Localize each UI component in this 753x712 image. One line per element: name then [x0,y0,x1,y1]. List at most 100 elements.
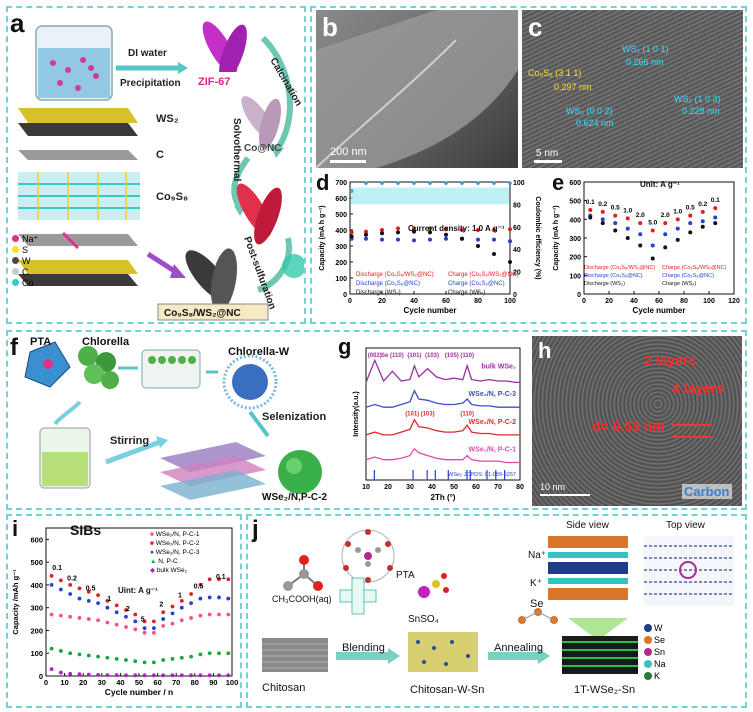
panel-a-legend: Na⁺ S W C Co [12,234,38,289]
rate-label: 5 [141,616,145,623]
top-view-lattice [644,536,734,606]
panel-g-label: g [338,334,352,359]
ann-co9s8-311-val: 0.297 nm [554,82,592,92]
x-tick-label: 0 [348,298,352,305]
x-tick-label: 50 [135,678,143,687]
panel-c-hrtem-image: c WS₂ (1 0 1) 0.266 nm Co₉S₈ (3 1 1) 0.2… [522,10,743,168]
series-label-1: WSe₂/N, P-C-3 [469,391,517,398]
y2-tick-label: 100 [513,180,525,187]
data-point-1 [217,577,221,582]
y2-tick-label: 0 [513,292,517,299]
panel-j-label: j [252,516,259,543]
data-point-0 [142,630,147,635]
panel-b-scale: 200 nm [330,146,367,158]
data-point-0 [444,227,448,232]
x-tick-label: 80 [474,298,482,305]
di-water-text: DI water [128,48,167,59]
y-tick-label: 200 [569,255,581,262]
selenization-text: Selenization [262,411,326,423]
data-point-2 [380,231,384,236]
data-point-2 [124,614,128,619]
y-tick-label: 0 [343,292,347,299]
rate-label: 0.1 [52,565,62,572]
beaker-icon [35,25,113,101]
data-point-0 [189,616,193,620]
panel-e-legend: Discharge (Co₉S₈/WS₂@NC) Charge (Co₉S₈/W… [584,264,740,288]
data-point-2 [96,601,100,606]
rate-label: 5.0 [648,220,657,227]
panel-i-chart: 0 10 20 30 40 50 60 70 80 90 100 0 100 200 300 400 500 60… [11,527,238,697]
legend-d-3: Charge (Co₉S₈/WS₂@NC) [448,272,519,278]
product-block [562,636,638,674]
panel-a-schematic: DI water Precipitation ZIF-67 Calcinatio… [18,21,304,321]
legend-item-co: Co [12,278,38,289]
y-tick-label: 300 [30,604,43,613]
panel-c-label: c [528,12,543,42]
chlorella-w-label: Chlorella-W [228,346,290,358]
chlorella-label: Chlorella [82,336,130,348]
data-point-0 [688,213,693,218]
legend-j-w: W [654,623,663,633]
data-point-0 [217,612,221,617]
stirring-text: Stirring [110,435,149,447]
x-axis-label: Cycle number / n [105,687,174,697]
data-point-0 [151,630,156,635]
data-point-0 [700,209,705,214]
y-tick-label: 200 [335,260,347,267]
panel-i-label: i [12,516,19,541]
y-axis-label: Capacity /mAh g⁻¹ [11,569,20,635]
plus-icon [339,577,377,615]
x-axis-label: Cycle number [633,306,686,315]
legend-j-sn: Sn [654,647,666,657]
data-point-3 [77,652,82,657]
data-point-2 [198,596,203,601]
data-point-1 [151,619,156,624]
data-point-0 [380,228,384,232]
data-point-2 [600,221,605,226]
data-point-2 [86,598,91,603]
data-point-2 [675,237,680,242]
y-tick-label: 300 [569,236,581,243]
ws2-layer-top [18,108,138,136]
legend-i-2: ● WSe₂/N, P-C-3 [150,549,200,556]
x-tick-label: 40 [630,298,638,305]
data-point-4 [226,673,231,678]
x-tick-label: 0 [582,298,586,305]
y-tick-label: 600 [30,535,43,544]
data-point-4 [58,670,63,675]
data-point-4 [170,673,175,678]
snso4-label: SnSO₄ [408,614,439,625]
panel-c-scale: 5 nm [536,148,559,159]
data-point-1 [133,612,138,617]
data-point-2 [161,617,166,621]
data-point-1 [58,578,63,583]
data-point-0 [58,613,63,618]
legend-i-3: ▲ N, P-C [150,558,178,565]
data-point-0 [600,209,605,214]
y-tick-label: 300 [335,244,347,251]
panels-bcde-box [310,6,747,324]
data-point-0 [207,612,212,617]
sphere-icon [282,254,304,278]
rate-label: 1.0 [623,207,632,214]
data-point-0 [663,221,668,226]
data-point-1 [428,237,432,242]
rate-label: 0.1 [711,197,720,204]
data-point-0 [508,227,512,232]
y-tick-label: 600 [335,196,347,203]
y-tick-label: 100 [335,276,347,283]
data-point-2 [151,626,156,631]
data-point-1 [492,237,496,242]
data-point-2 [170,611,175,616]
data-point-1 [96,593,100,598]
data-point-2 [460,236,464,241]
product-icon [185,248,238,312]
data-point-1 [207,577,212,582]
x-tick-label: 80 [191,678,199,687]
x-tick-label: 70 [172,678,180,687]
y-tick-label: 200 [30,626,43,635]
data-point-0 [170,621,175,626]
pta-label: PTA [30,336,52,348]
solvothermal-text: Solvothermal [231,118,242,182]
co-nc-icon [241,96,281,150]
